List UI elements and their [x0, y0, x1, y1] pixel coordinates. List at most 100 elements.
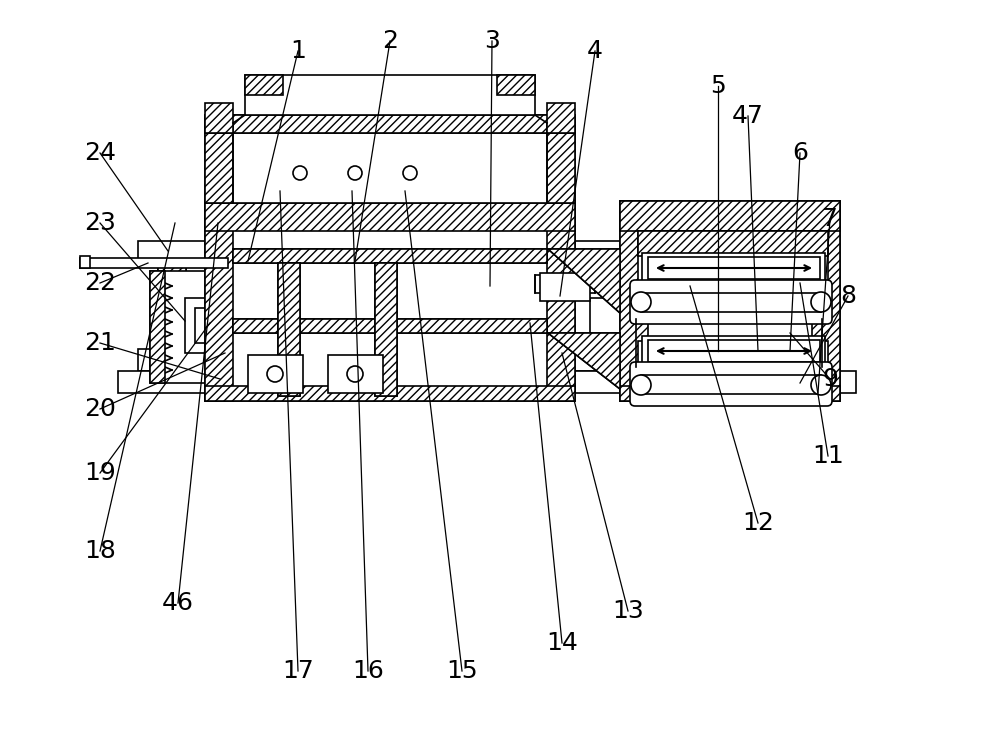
- Bar: [698, 271, 713, 383]
- Text: 18: 18: [84, 539, 116, 563]
- Bar: [233, 319, 547, 333]
- Bar: [245, 75, 283, 95]
- Text: 9: 9: [822, 367, 838, 391]
- Circle shape: [811, 375, 831, 395]
- Bar: [158, 261, 186, 351]
- Text: 12: 12: [742, 511, 774, 535]
- Text: 15: 15: [446, 659, 478, 683]
- Bar: [300, 261, 314, 311]
- Circle shape: [454, 283, 526, 355]
- Bar: [535, 275, 595, 293]
- FancyBboxPatch shape: [630, 362, 832, 406]
- Text: 19: 19: [84, 461, 116, 485]
- Bar: [245, 75, 535, 115]
- Bar: [118, 371, 856, 393]
- Text: 2: 2: [382, 29, 398, 53]
- Bar: [138, 349, 836, 371]
- Text: 11: 11: [812, 444, 844, 468]
- Circle shape: [811, 292, 831, 312]
- Text: 22: 22: [84, 271, 116, 295]
- Polygon shape: [548, 249, 620, 313]
- Text: 21: 21: [84, 331, 116, 355]
- Bar: [205, 201, 233, 401]
- Polygon shape: [548, 333, 620, 389]
- Bar: [642, 336, 825, 366]
- Bar: [758, 261, 786, 351]
- Bar: [642, 253, 825, 283]
- Text: 47: 47: [732, 104, 764, 128]
- Bar: [648, 257, 820, 279]
- Circle shape: [267, 366, 283, 382]
- Bar: [375, 263, 397, 396]
- Bar: [375, 263, 397, 396]
- Bar: [150, 271, 240, 383]
- Polygon shape: [548, 333, 620, 389]
- Text: 13: 13: [612, 599, 644, 623]
- Bar: [590, 298, 650, 353]
- Polygon shape: [548, 249, 620, 313]
- Bar: [205, 386, 575, 401]
- Bar: [620, 201, 648, 401]
- Bar: [698, 271, 788, 383]
- Bar: [278, 263, 300, 396]
- Bar: [205, 201, 575, 401]
- Bar: [248, 355, 303, 393]
- FancyBboxPatch shape: [630, 280, 832, 324]
- Text: 8: 8: [840, 284, 856, 308]
- Text: 17: 17: [282, 659, 314, 683]
- Bar: [233, 319, 547, 333]
- Bar: [80, 256, 90, 268]
- Text: 7: 7: [822, 207, 838, 231]
- Text: 24: 24: [84, 141, 116, 165]
- Bar: [225, 271, 240, 383]
- Bar: [205, 123, 233, 203]
- Bar: [773, 271, 788, 383]
- Circle shape: [293, 166, 307, 180]
- Bar: [620, 201, 840, 231]
- Circle shape: [348, 166, 362, 180]
- Text: 3: 3: [484, 29, 500, 53]
- Bar: [758, 261, 786, 351]
- Bar: [290, 255, 324, 263]
- Bar: [547, 201, 575, 401]
- Bar: [648, 340, 820, 362]
- Bar: [185, 298, 260, 353]
- Text: 16: 16: [352, 659, 384, 683]
- Bar: [638, 231, 828, 283]
- Bar: [195, 308, 250, 343]
- Text: 4: 4: [587, 39, 603, 63]
- Bar: [233, 249, 547, 263]
- Bar: [80, 258, 228, 268]
- Text: 14: 14: [546, 631, 578, 655]
- Bar: [547, 123, 575, 203]
- Bar: [497, 75, 535, 95]
- Bar: [205, 103, 233, 133]
- Bar: [638, 368, 828, 393]
- Bar: [278, 263, 300, 396]
- Bar: [540, 273, 590, 301]
- Bar: [547, 103, 575, 133]
- Circle shape: [631, 375, 651, 395]
- Bar: [620, 386, 840, 401]
- Circle shape: [403, 166, 417, 180]
- Text: 20: 20: [84, 397, 116, 421]
- Bar: [328, 355, 383, 393]
- Text: 46: 46: [162, 591, 194, 615]
- Circle shape: [347, 366, 363, 382]
- Bar: [812, 201, 840, 401]
- Bar: [205, 123, 575, 203]
- Bar: [205, 115, 575, 133]
- Bar: [205, 115, 575, 133]
- Bar: [138, 241, 836, 261]
- Bar: [638, 231, 828, 256]
- Bar: [205, 203, 575, 231]
- Bar: [158, 261, 186, 351]
- Text: 6: 6: [792, 141, 808, 165]
- Text: 5: 5: [710, 74, 726, 98]
- Text: 23: 23: [84, 211, 116, 235]
- Text: 1: 1: [290, 39, 306, 63]
- Circle shape: [631, 292, 651, 312]
- Bar: [620, 201, 840, 401]
- Bar: [150, 271, 165, 383]
- Bar: [233, 249, 547, 263]
